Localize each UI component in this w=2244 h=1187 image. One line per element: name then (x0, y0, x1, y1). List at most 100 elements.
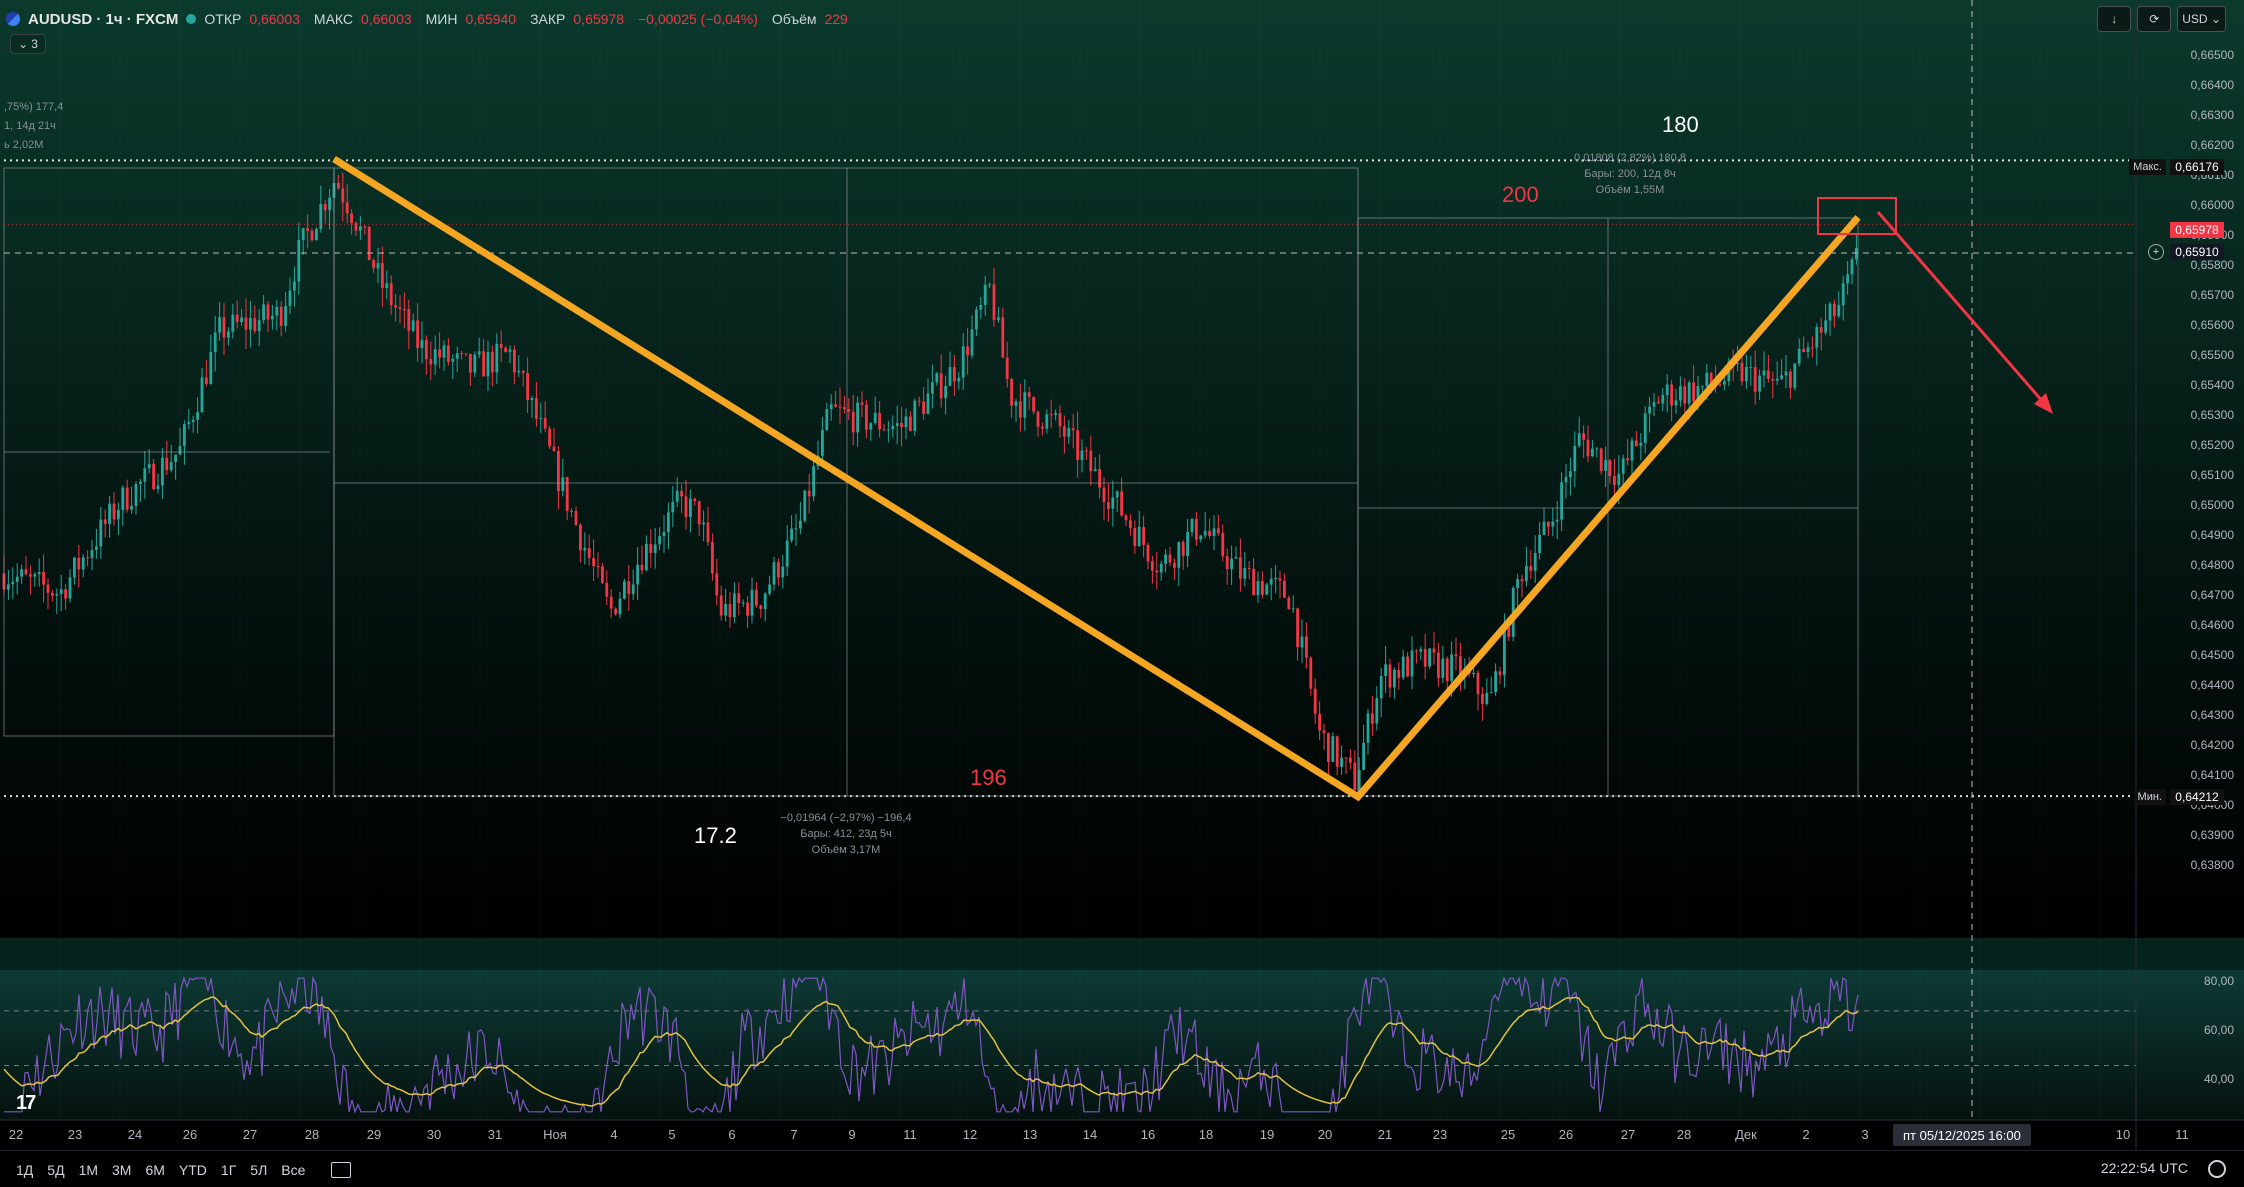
indicators-toggle[interactable]: ⌄ 3 (10, 34, 46, 54)
utc-clock[interactable]: 22:22:54 UTC (2100, 1160, 2188, 1176)
currency-select[interactable]: USD ⌄ (2177, 6, 2226, 32)
candle-body (1767, 370, 1770, 379)
price-tick: 0,66200 (2190, 138, 2234, 152)
candle-body (1705, 372, 1709, 386)
candle-body (244, 317, 248, 330)
tf-1y[interactable]: 1Г (220, 1161, 237, 1178)
candle-body (477, 351, 481, 355)
candle-body (662, 532, 666, 537)
candle-body (1709, 372, 1713, 385)
candle-body (1181, 542, 1185, 556)
candle-body (759, 605, 763, 609)
tf-6m[interactable]: 6М (145, 1161, 165, 1178)
candle-body (1239, 557, 1242, 579)
candle-body (1630, 440, 1634, 461)
candle-body (249, 318, 252, 330)
candle-body (1124, 515, 1128, 521)
candle-body (156, 485, 160, 490)
candle-body (1195, 519, 1198, 540)
candle-body (1010, 379, 1013, 406)
price-tick: 0,63800 (2190, 858, 2234, 872)
time-tick: 10 (2115, 1127, 2131, 1142)
candle-body (1331, 736, 1335, 762)
tf-all[interactable]: Все (281, 1161, 306, 1178)
tf-5d[interactable]: 5Д (47, 1161, 65, 1178)
candle-body (504, 347, 507, 352)
projection-arrow[interactable] (1876, 211, 2052, 411)
candle-body (385, 283, 389, 288)
open-key: ОТКР (204, 11, 242, 27)
candle-body (579, 524, 582, 551)
candle-body (1036, 411, 1040, 427)
candle-body (143, 468, 147, 482)
candle-body (469, 354, 472, 373)
candle-body (112, 503, 116, 520)
main-pane-bg (0, 0, 2244, 940)
add-alert-icon[interactable]: + (2148, 244, 2164, 260)
settings-gear-icon[interactable] (2208, 1160, 2226, 1178)
candle-body (1032, 396, 1035, 412)
candle-body (1362, 742, 1365, 770)
high-key: МАКС (313, 11, 354, 27)
candle-body (1063, 426, 1066, 437)
candle-body (218, 317, 221, 333)
tf-5y[interactable]: 5Л (250, 1161, 268, 1178)
candle-body (583, 548, 587, 551)
candle-body (1093, 468, 1097, 472)
open-value: 0,66003 (249, 11, 300, 27)
candle-body (535, 398, 538, 419)
candle-body (627, 581, 631, 594)
candle-body (297, 240, 301, 282)
replay-button[interactable]: ⟳ (2137, 6, 2172, 32)
candle-body (271, 315, 274, 320)
candle-body (1780, 375, 1783, 379)
candle-body (1762, 370, 1766, 376)
candle-body (59, 589, 63, 595)
candle-body (565, 477, 569, 511)
time-tick: 3 (1861, 1127, 1869, 1142)
tf-1m[interactable]: 1М (78, 1161, 99, 1178)
low-key: МИН (425, 11, 458, 27)
tf-3m[interactable]: 3М (112, 1161, 132, 1178)
time-tick: 11 (903, 1127, 917, 1142)
candle-body (992, 284, 996, 321)
download-button[interactable]: ↓ (2097, 6, 2132, 32)
tf-ytd[interactable]: YTD (178, 1161, 207, 1178)
candle-body (711, 542, 714, 574)
candle-body (1771, 378, 1775, 381)
price-tick: 0,64100 (2190, 768, 2234, 782)
candle-body (636, 564, 639, 585)
candle-body (1736, 362, 1739, 364)
calendar-range-icon[interactable] (331, 1161, 352, 1178)
candle-body (1428, 648, 1431, 667)
candle-body (702, 522, 705, 525)
time-tick: 16 (1140, 1127, 1156, 1142)
candle-body (1696, 386, 1700, 402)
tradingview-logo[interactable]: 17 (16, 1092, 36, 1114)
candle-body (205, 377, 208, 384)
candle-body (178, 445, 182, 455)
pane-separator[interactable] (0, 938, 2244, 970)
zigzag-trend-line[interactable] (332, 156, 1861, 802)
candle-body (658, 536, 661, 545)
target-box[interactable] (1817, 197, 1897, 235)
candle-body (1269, 578, 1273, 585)
candle-body (306, 228, 309, 231)
candle-body (1256, 581, 1260, 596)
time-tick: 13 (1022, 1127, 1038, 1142)
label-200: 200 (1502, 182, 1539, 207)
symbol-title[interactable]: AUDUSD · 1ч · FXCM (28, 10, 179, 28)
candle-body (407, 309, 411, 331)
currency-value: USD (2182, 12, 2208, 26)
time-tick: 26 (182, 1127, 198, 1142)
candle-body (821, 430, 824, 456)
candle-body (966, 346, 969, 356)
tf-1d[interactable]: 1Д (16, 1161, 34, 1178)
candle-body (1569, 471, 1572, 478)
candle-body (838, 406, 842, 408)
time-tick: 5 (668, 1127, 676, 1142)
candle-body (262, 304, 265, 321)
candle-body (46, 584, 50, 593)
candle-body (1582, 433, 1585, 440)
